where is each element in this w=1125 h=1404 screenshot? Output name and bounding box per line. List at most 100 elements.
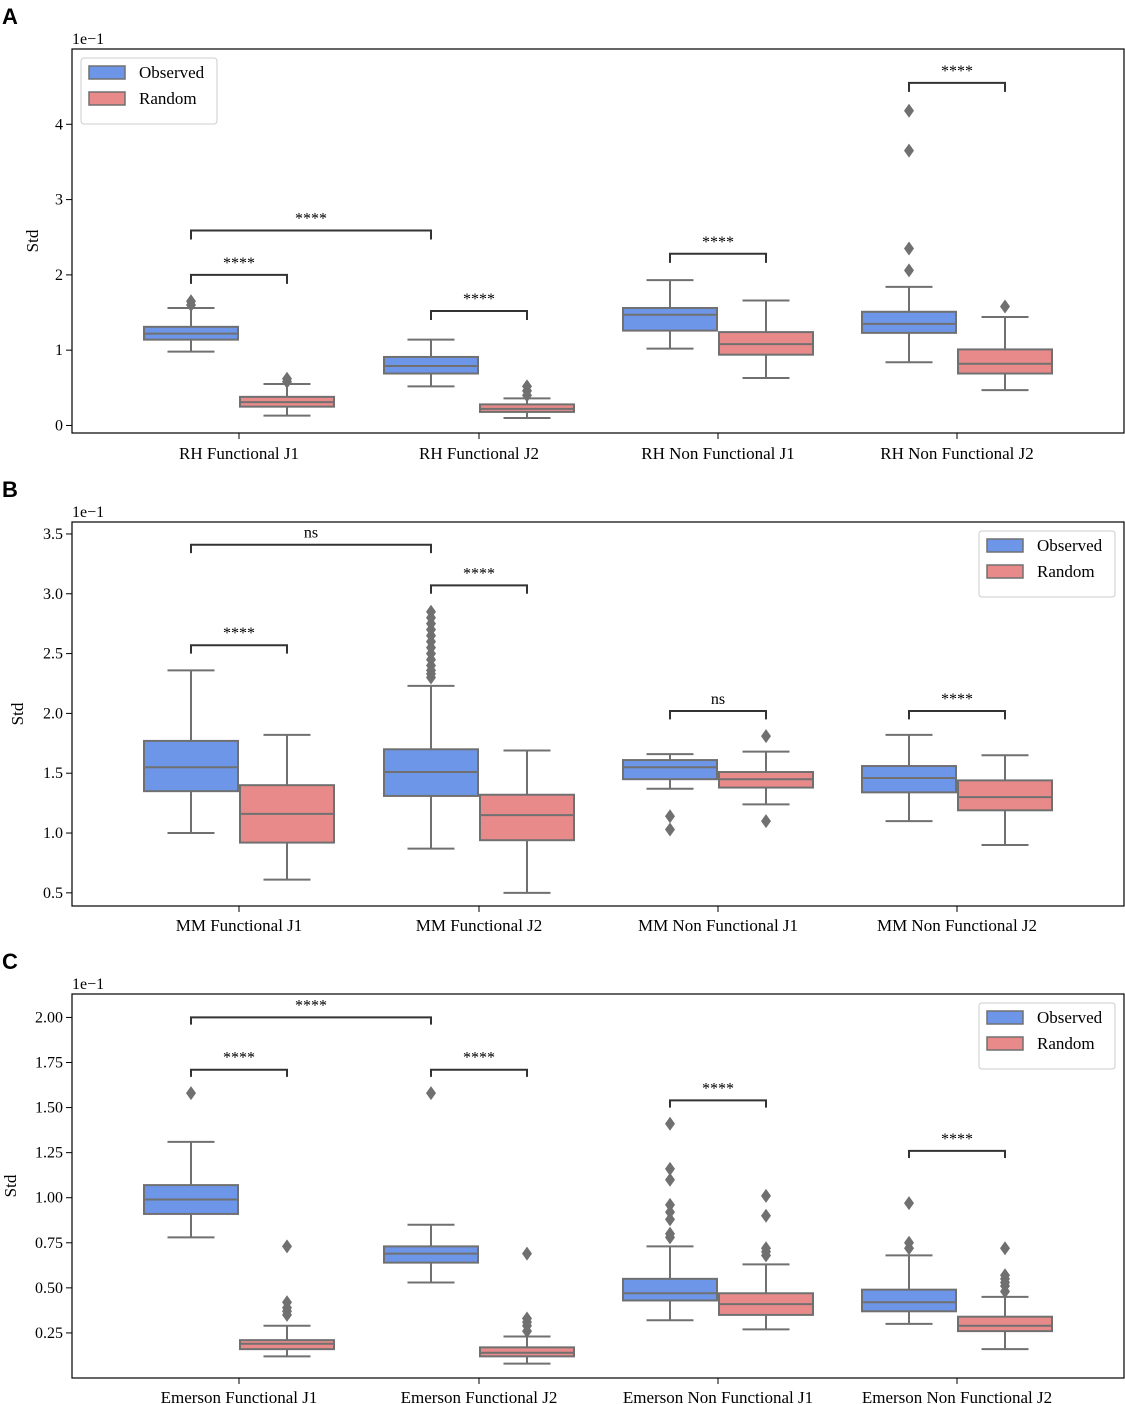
significance-bracket [908,81,1006,92]
outlier-point [1000,1241,1010,1256]
box-iqr [861,765,957,794]
box-random-2 [479,1246,575,1365]
x-tick-label: MM Functional J2 [416,916,543,935]
significance-bracket [190,644,288,654]
outlier-point [1000,299,1010,314]
x-tick-label: Emerson Functional J2 [401,1388,558,1404]
outlier-point [665,809,675,824]
box-iqr [861,310,957,334]
y-tick-label: 3.5 [43,526,63,543]
x-tick-label: MM Non Functional J1 [638,916,798,935]
axis-scale-label: 1e−1 [72,504,104,521]
legend-swatch-observed [986,538,1024,553]
box-observed-1 [143,669,239,835]
box-iqr [622,1277,718,1302]
significance-label: **** [702,234,734,251]
significance-bracket [190,543,432,554]
significance-bracket [908,1149,1006,1159]
outlier-point [761,729,771,744]
outlier-point [761,1188,771,1203]
box-random-3 [718,1188,814,1331]
box-random-3 [718,729,814,829]
panel-c: C 1e−1 Std 0.25 0.50 0.75 1.00 1.25 1.50 1.75 2.00… [1,949,1125,1404]
y-tick-label: 1.25 [35,1145,63,1162]
outlier-point [665,1161,675,1176]
y-tick-label: 2.00 [35,1009,63,1026]
significance-label: **** [941,1131,973,1148]
box-random-1 [239,1239,335,1358]
panel-letter: B [2,477,18,502]
y-tick-label: 1.75 [35,1055,63,1072]
y-tick-label: 2.5 [43,646,63,663]
box-iqr [479,793,575,842]
y-tick-label: 1.5 [43,765,63,782]
legend-swatch-random [986,564,1024,579]
y-tick-label: 3.0 [43,586,63,603]
legend-label-random: Random [139,89,197,108]
outlier-point [761,1241,771,1256]
box-random-2 [479,749,575,894]
outlier-point [761,814,771,829]
outlier-point [186,1086,196,1101]
y-tick-label: 1.0 [43,825,63,842]
outlier-point [665,1205,675,1220]
legend-label-random: Random [1037,562,1095,581]
significance-bracket [669,1099,767,1108]
box-observed-4 [861,103,957,364]
significance-label: **** [223,625,255,642]
y-tick-label: 2.0 [43,705,63,722]
box-random-1 [239,733,335,881]
box-iqr [622,759,718,781]
significance-bracket [430,310,528,321]
legend-label-observed: Observed [1037,1008,1103,1027]
x-tick-label: RH Non Functional J2 [880,444,1033,463]
y-tick-label: 1.50 [35,1100,63,1117]
box-observed-4 [861,733,957,823]
box-random-4 [957,1241,1053,1351]
panel-letter: C [2,949,18,974]
outlier-point [522,1311,532,1326]
box-random-4 [957,299,1053,392]
significance-label: ns [711,691,725,708]
outlier-point [761,1208,771,1223]
y-tick-label: 2 [55,267,63,284]
legend-swatch-random [986,1036,1024,1051]
y-tick-label: 4 [55,116,63,133]
outlier-point [522,1246,532,1261]
outlier-point [186,294,196,309]
significance-bracket [669,252,767,263]
box-iqr [861,1288,957,1313]
legend-swatch-random [88,91,126,106]
panel-a: A 1e−1 Std 0 1 2 3 4 RH Functional J1 RH Function… [2,4,1125,463]
plot-frame [71,521,1125,907]
significance-label: **** [702,1080,734,1097]
axis-scale-label: 1e−1 [72,31,104,48]
significance-label: ns [304,525,318,542]
outlier-point [665,1172,675,1187]
plot-frame [71,48,1125,434]
significance-bracket [430,1068,528,1077]
box-observed-4 [861,1196,957,1325]
box-observed-1 [143,1086,239,1239]
y-tick-label: 3 [55,192,63,209]
y-tick-label: 1.00 [35,1190,63,1207]
significance-label: **** [463,291,495,308]
outlier-point [665,822,675,837]
outlier-point [426,1086,436,1101]
x-tick-label: MM Non Functional J2 [877,916,1037,935]
box-observed-2 [383,604,479,850]
significance-label: **** [223,1050,255,1067]
significance-bracket [190,1016,432,1025]
outlier-point [426,604,436,619]
legend: Observed Random [80,57,218,125]
box-iqr [622,307,718,332]
box-random-3 [718,299,814,380]
x-tick-label: MM Functional J1 [176,916,303,935]
significance-label: **** [463,1050,495,1067]
y-axis-label: Std [8,702,27,725]
legend-label-random: Random [1037,1034,1095,1053]
legend-swatch-observed [986,1010,1024,1025]
x-tick-label: Emerson Functional J1 [161,1388,318,1404]
box-iqr [957,348,1053,375]
x-tick-label: RH Non Functional J1 [641,444,794,463]
